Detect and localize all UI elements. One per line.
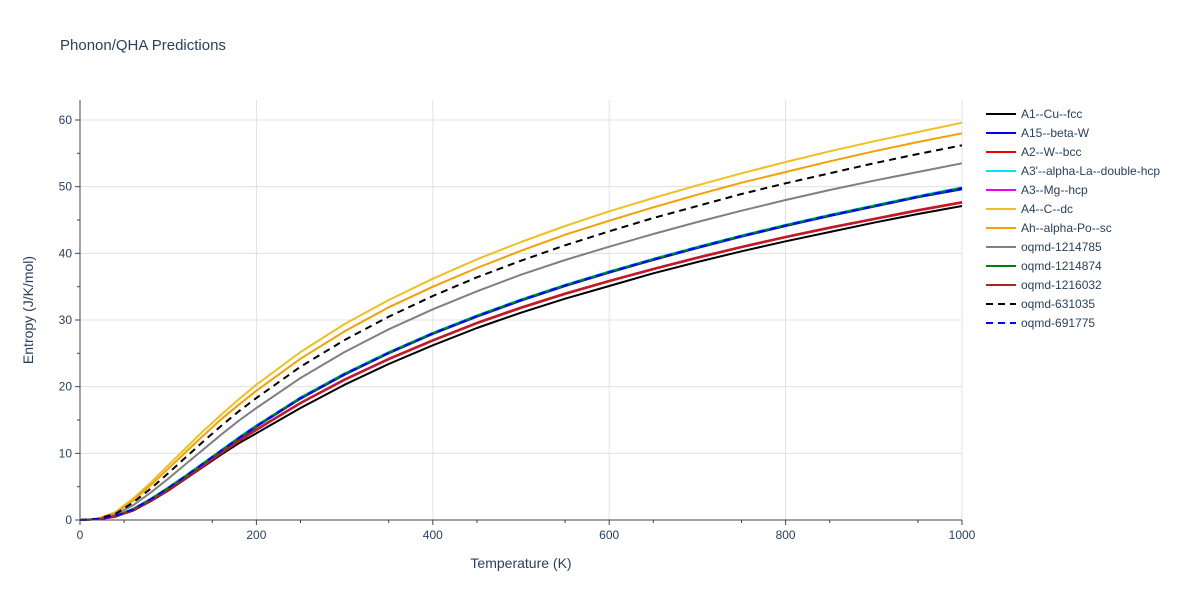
legend-item-label: A15--beta-W (1021, 126, 1090, 140)
series-line-oqmd-691775 (79, 187, 963, 521)
grid-lines (80, 100, 963, 520)
x-tick-label: 600 (599, 528, 619, 542)
legend-item-label: A3'--alpha-La--double-hcp (1021, 164, 1160, 178)
legend-item-label: oqmd-691775 (1021, 316, 1095, 330)
legend-item-label: oqmd-1214874 (1021, 259, 1102, 273)
y-tick-label: 0 (65, 513, 72, 527)
legend-item-label: A4--C--dc (1021, 202, 1073, 216)
axes: 0 200 400 600 800 1000 0 10 20 30 40 50 60 (59, 100, 976, 542)
legend-item-label: oqmd-1214785 (1021, 240, 1102, 254)
y-tick-label: 60 (59, 113, 73, 127)
series-line-oqmd-631035 (79, 144, 963, 521)
y-tick-label: 10 (59, 446, 73, 460)
legend-item-label: oqmd-1216032 (1021, 278, 1102, 292)
x-tick-label: 800 (776, 528, 796, 542)
series-line-A4--C--dc (79, 121, 963, 521)
legend-item-label: A3--Mg--hcp (1021, 183, 1088, 197)
legend-item-label: A2--W--bcc (1021, 145, 1081, 159)
legend-item-label: oqmd-631035 (1021, 297, 1095, 311)
y-tick-label: 30 (59, 313, 73, 327)
series-line-oqmd-1214874 (79, 187, 963, 521)
legend[interactable]: A1--Cu--fcc A15--beta-W A2--W--bcc A3'--alp… (986, 107, 1160, 330)
x-tick-label: 200 (246, 528, 266, 542)
x-axis-label: Temperature (K) (470, 555, 571, 571)
y-tick-label: 20 (59, 380, 73, 394)
series-lines (79, 121, 963, 521)
x-tick-label: 0 (77, 528, 84, 542)
x-tick-label: 1000 (949, 528, 976, 542)
y-tick-label: 50 (59, 180, 73, 194)
x-tick-label: 400 (423, 528, 443, 542)
series-line-A3'--alpha-La--double-hcp (79, 186, 963, 521)
y-tick-label: 40 (59, 246, 73, 260)
series-line-oqmd-1216032 (79, 201, 963, 521)
chart-title: Phonon/QHA Predictions (60, 37, 226, 54)
series-line-Ah--alpha-Po--sc (79, 132, 963, 521)
legend-item-label: Ah--alpha-Po--sc (1021, 221, 1112, 235)
series-line-oqmd-1214785 (79, 162, 963, 521)
legend-item-label: A1--Cu--fcc (1021, 107, 1082, 121)
series-line-A15--beta-W (79, 188, 963, 521)
y-axis-label: Entropy (J/K/mol) (20, 256, 36, 364)
